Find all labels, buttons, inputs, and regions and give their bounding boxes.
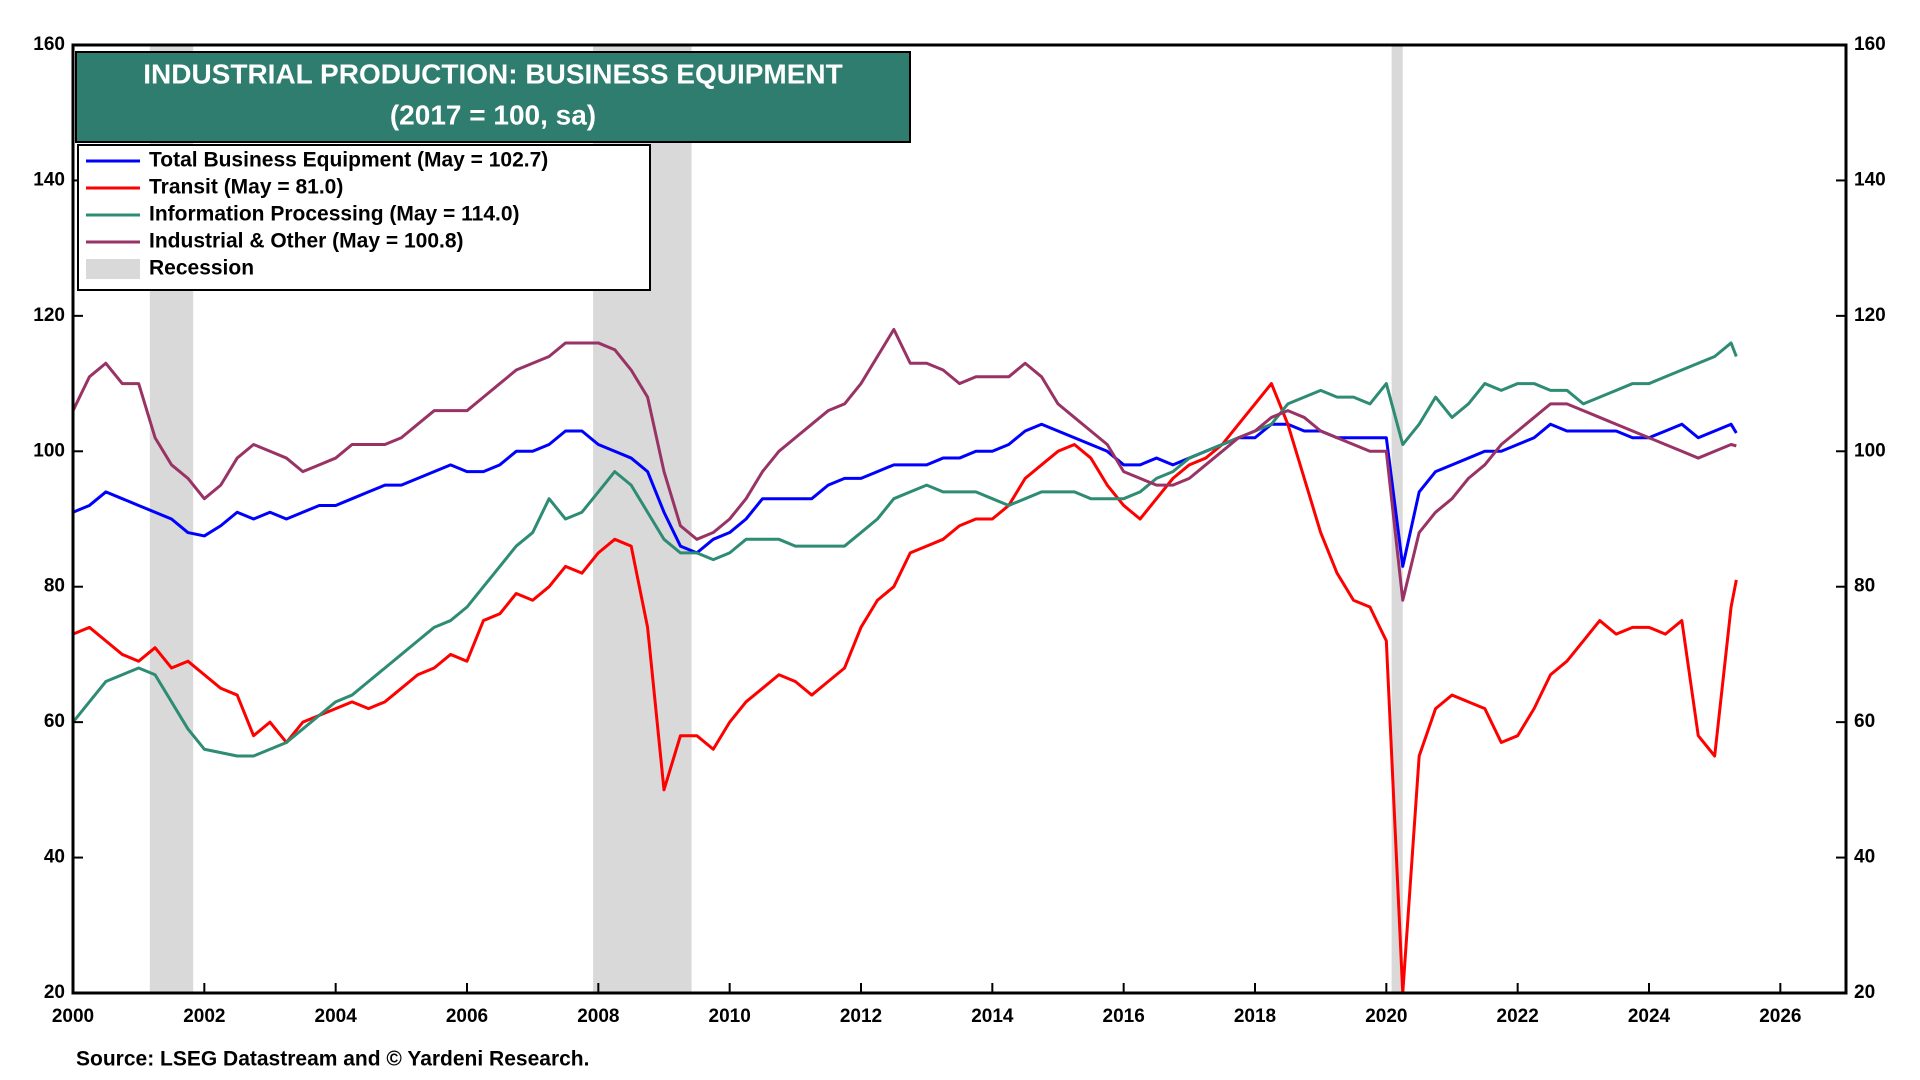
y-tick-label: 40 [44,847,65,868]
legend: Total Business Equipment (May = 102.7) Tr… [86,149,548,280]
legend-label: Total Business Equipment (May = 102.7) [149,149,548,172]
x-tick-label: 2008 [577,1006,619,1027]
series-line [71,341,1738,758]
y2-tick-label: 160 [1854,34,1886,55]
x-tick-label: 2010 [709,1006,751,1027]
title-box [75,51,911,143]
y2-tick-label: 80 [1854,576,1875,597]
series-line [72,382,1738,995]
y2-tick-label: 120 [1854,305,1886,326]
x-tick-label: 2018 [1234,1006,1276,1027]
x-tick-label: 2022 [1497,1006,1539,1027]
x-tick-label: 2014 [971,1006,1014,1027]
x-tick-label: 2024 [1628,1006,1671,1027]
legend-box [77,144,651,291]
x-tick-label: 2026 [1759,1006,1801,1027]
y2-tick-label: 60 [1854,711,1875,732]
x-tick-label: 2020 [1365,1006,1407,1027]
y-tick-label: 100 [33,440,65,461]
axes: 20 40 60 80 100 120 140 160 20 40 60 80 100 120 140 160… [33,34,1885,1027]
x-tick-label: 2006 [446,1006,488,1027]
x-tick-label: 2000 [52,1006,94,1027]
series-line [72,422,1738,568]
series-lines [71,327,1738,995]
y-tick-label: 80 [44,576,65,597]
y-tick-label: 20 [44,982,65,1003]
legend-swatch [86,259,140,279]
y2-tick-label: 20 [1854,982,1875,1003]
y-tick-label: 60 [44,711,65,732]
x-tick-label: 2004 [315,1006,358,1027]
y2-tick-label: 100 [1854,440,1886,461]
series-line [71,327,1737,602]
chart-title: INDUSTRIAL PRODUCTION: BUSINESS EQUIPMEN… [143,58,843,89]
x-tick-label: 2012 [840,1006,882,1027]
source-note: Source: LSEG Datastream and © Yardeni Re… [76,1048,589,1071]
plot-frame [71,43,1848,995]
legend-label: Industrial & Other (May = 100.8) [149,230,464,253]
legend-label: Transit (May = 81.0) [149,176,343,199]
y-tick-label: 140 [33,169,65,190]
x-tick-label: 2016 [1103,1006,1145,1027]
chart-subtitle: (2017 = 100, sa) [390,99,596,130]
y2-tick-label: 140 [1854,169,1886,190]
y-tick-label: 160 [33,34,65,55]
legend-label: Recession [149,257,254,280]
y2-tick-label: 40 [1854,847,1875,868]
y-tick-label: 120 [33,305,65,326]
x-tick-label: 2002 [183,1006,225,1027]
legend-label: Information Processing (May = 114.0) [149,203,520,226]
